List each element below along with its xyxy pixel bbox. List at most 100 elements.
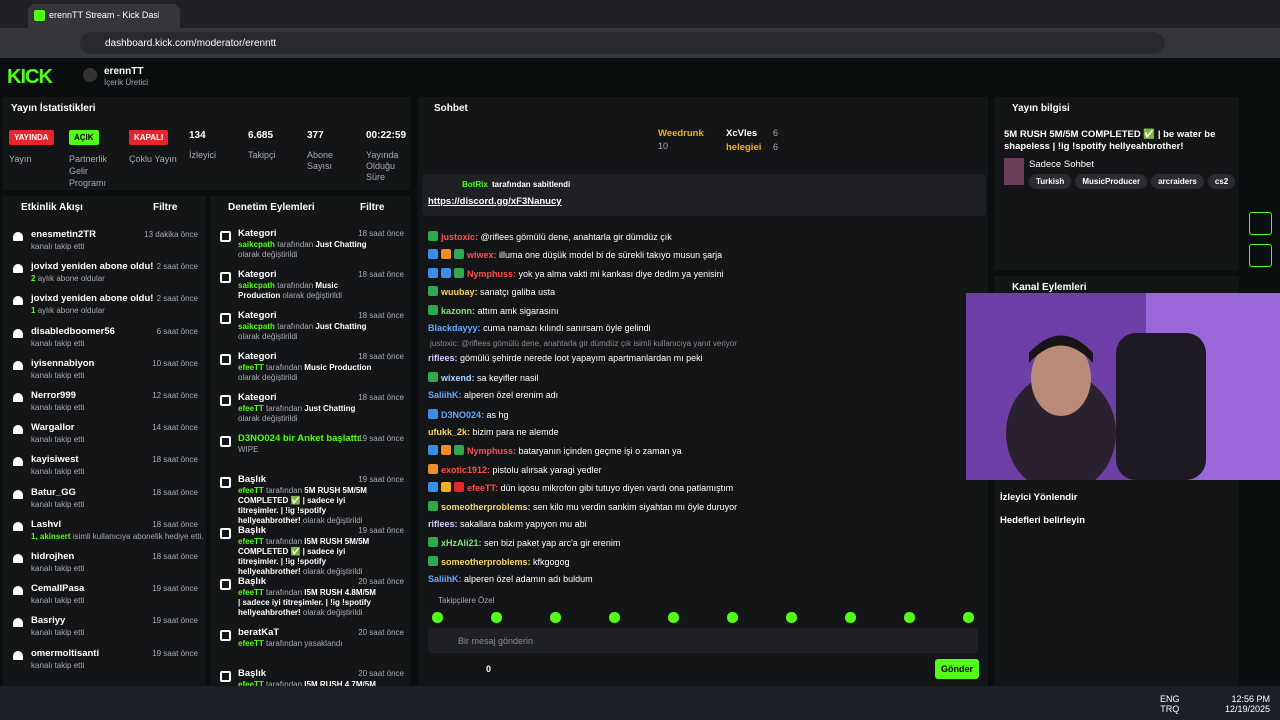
moderation-title: Kategori [238,392,277,403]
chat-text: yok ya alma vakti mi kankası diye dedim … [518,268,724,279]
chat-input[interactable]: Bir mesaj gönderin [428,628,978,653]
filter[interactable]: Filtre [153,202,178,213]
chat-message: Nymphuss: bataryanın içinden geçme işi o… [428,445,682,456]
chat-message: riflees: sakallara bakım yapıyon mu abi [428,519,587,529]
chat-text: gömülü şehirde nerede loot yapayım apart… [460,353,703,364]
chat-text: alperen özel erenim adı [464,390,559,401]
moderation-title: Kategori [238,351,277,362]
chat-user: efeeTT: [467,483,499,494]
activity-time: 2 saat önce [156,262,198,272]
activity-detail: kanalı takip etti [31,339,84,348]
activity-item: Nerror999 12 saat önce kanalı takip etti [3,388,206,420]
side-button[interactable] [1249,212,1272,235]
moderation-text: tarafından [266,588,303,597]
moderation-text: tarafından [277,322,314,331]
icon [13,489,23,499]
chat-text: sen kilo mu verdin sankim siyahtan mı öy… [533,501,738,512]
chat-user: Blackdayyy: [428,323,481,333]
chat-text: sa keyifler nasil [477,372,539,383]
icon [13,393,23,402]
icon [13,232,23,241]
filter[interactable]: Filtre [360,202,385,213]
moderation-text: olarak değiştirildi [238,250,298,259]
side-button[interactable] [1249,244,1272,267]
chat-text: sanatçı galiba usta [480,287,556,298]
activity-name: kayisiwest [31,454,79,466]
channel-action[interactable]: Hedefleri belirleyin [1000,515,1086,526]
icon [13,521,23,531]
moderation-time: 18 saat önce [358,229,404,238]
moderation-user: efeeTT [238,363,264,372]
activity-count: 2 [31,274,36,284]
icon [13,264,23,274]
moderation-detail: efeeTT tarafından Music Production olara… [238,363,378,383]
address-bar[interactable]: dashboard.kick.com/moderator/erenntt [80,32,1165,54]
activity-text: kanalı takip etti [31,403,85,412]
moderation-highlight: I5M RUSH 4.8M/5M | sadece iyi titreşimle… [238,588,376,617]
activity-item: jovixd yeniden abone oldu! 2 saat önce 2 a… [3,259,206,291]
activity-item: hidrojhen 18 saat önce kanalı takip etti [3,549,206,581]
chat-user: SaliihK: [428,574,462,585]
icon [13,296,23,306]
chat-user: someotherproblems: [441,556,531,567]
tab-title: erennTT Stream - Kick Dashboard [49,10,159,20]
moderation-title: Kategori [238,269,277,280]
channel-action[interactable]: İzleyici Yönlendir [1000,492,1078,503]
stat-value: 377 [307,130,324,141]
activity-item: enesmetin2TR 13 dakika önce kanalı takip e… [3,227,206,259]
icon [220,630,231,641]
icon [13,650,23,660]
activity-text: aylık abone oldular [37,306,105,316]
icon [13,328,23,338]
moderation-text: tarafından [266,363,303,372]
icon [13,554,23,563]
activity-text: kanalı takip etti [31,338,85,348]
stat-value: 6.685 [248,130,274,141]
moderation-panel: Denetim Eylemleri Filtre Kategori 18 saat ö… [210,196,410,686]
activity-text: kanalı takip etti [31,628,85,638]
moderation-highlight: Music Production [238,281,339,300]
moderation-highlight: Just Chatting [315,240,367,249]
moderation-text: olarak değiştirildi [238,414,298,423]
moderation-item: Kategori 18 saat önce saikcpath tarafından… [210,226,410,267]
activity-time: 18 saat önce [152,519,198,529]
clock: 12:56 PM 12/19/2025 [1225,694,1270,714]
chat-text: sakallara bakım yapıyon mu abi [460,519,587,529]
moderation-title: Başlık [238,525,266,536]
pinned-by: BotRix [462,180,488,189]
send-button[interactable]: Gönder [935,659,979,679]
chat-message: D3NO024: as hg [428,408,509,420]
chat-text: kfkgogog [533,556,570,567]
icon [220,579,231,590]
moderation-highlight: Music Production [304,363,372,372]
moderation-item: beratKaT 20 saat önce efeeTT tarafından ya… [210,625,410,666]
badge [441,445,451,456]
activity-item: CemallPasa 19 saat önce kanalı takip etti [3,581,206,613]
activity-time: 19 saat önce [152,584,198,594]
tab[interactable]: erennTT Stream - Kick Dashboard [28,4,180,28]
logo[interactable]: KICK [7,66,53,88]
badge [428,231,438,241]
badge [428,286,438,297]
chat-text: sen bizi paket yap arc'a gir erenim [484,538,621,549]
tag: MusicProducer [1075,174,1148,189]
moderation-detail: saikcpath tarafından Music Production ol… [238,281,378,301]
moderation-item: Başlık 20 saat önce efeeTT tarafından I5M … [210,574,410,625]
moderation-text: tarafından [266,486,303,495]
chat-message: someotherproblems: sen kilo mu verdin sa… [428,500,738,512]
moderation-detail: WIPE [238,445,378,455]
activity-text: kanalı takip etti [31,370,85,380]
activity-time: 6 saat önce [156,326,198,336]
activity-time: 13 dakika önce [144,230,198,239]
activity-count: 1, akinsert [31,531,71,541]
badge [428,445,438,456]
badge [428,482,438,493]
chat-user: justoxic: [441,232,479,242]
moderation-title: Kategori [238,310,277,321]
moderation-item: Kategori 18 saat önce efeeTT tarafından Mu… [210,349,410,390]
leader-count: 6 [773,142,779,152]
activity-name: enesmetin2TR [31,229,96,240]
activity-text: kanalı takip etti [31,596,85,606]
activity-detail: kanalı takip etti [31,242,84,251]
pinned-link[interactable]: https://discord.gg/xF3Nanucy [428,196,562,207]
